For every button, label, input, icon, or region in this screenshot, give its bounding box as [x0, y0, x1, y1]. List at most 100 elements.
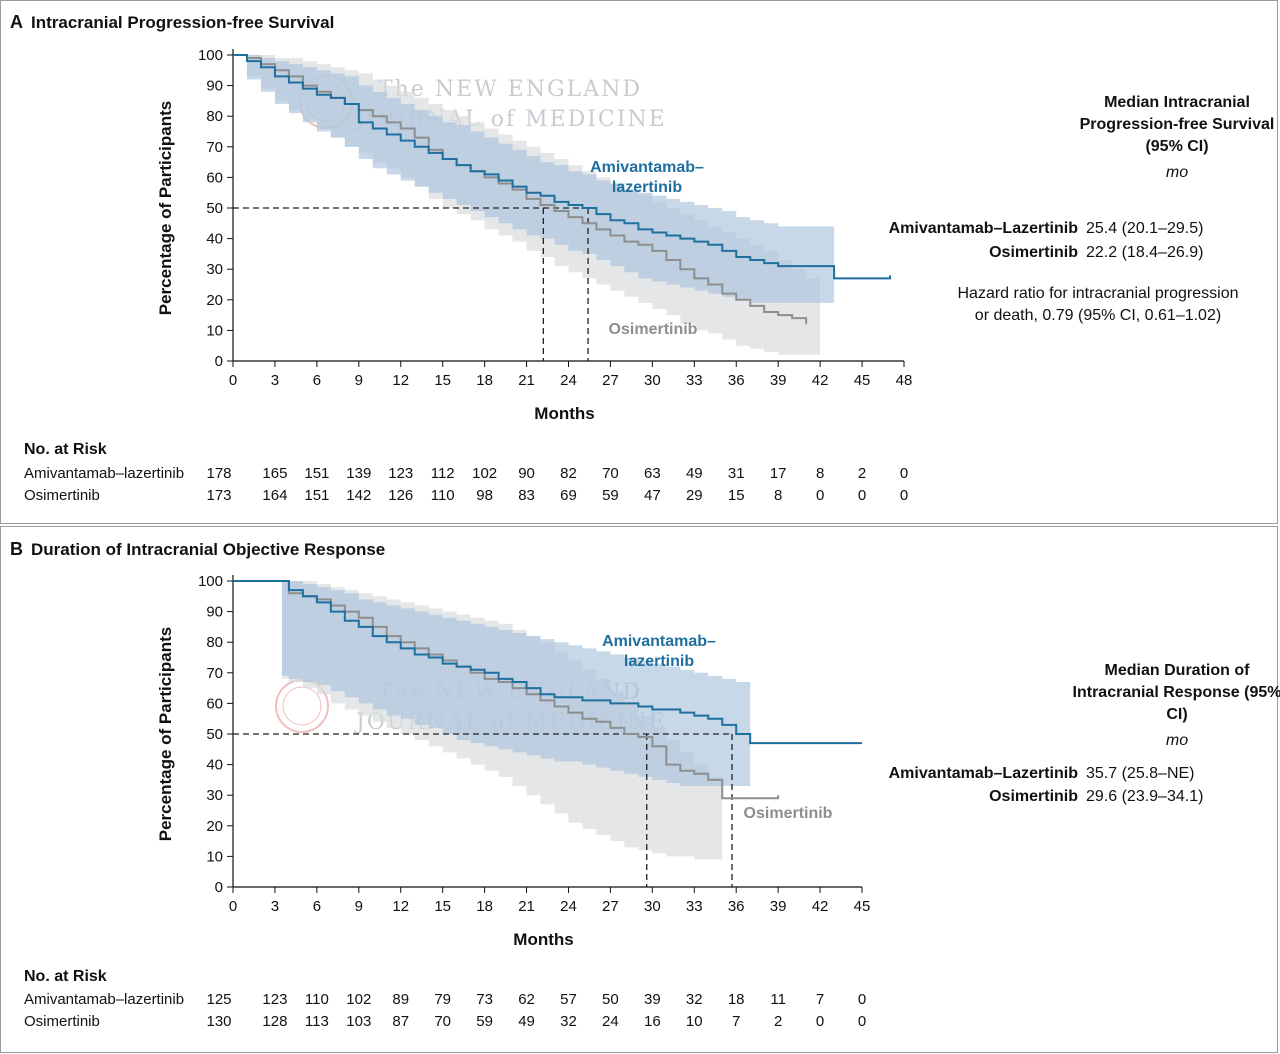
y-tick-label: 40 — [206, 757, 223, 774]
risk-cell: 2 — [857, 465, 867, 482]
y-tick-label: 80 — [206, 634, 223, 651]
panel-a-legend: Median Intracranial Progression-free Sur… — [1062, 92, 1280, 184]
median-name: Amivantamab–Lazertinib — [888, 220, 1078, 237]
y-tick-label: 100 — [198, 573, 223, 590]
x-tick-label: 42 — [812, 898, 829, 915]
y-tick-label: 80 — [206, 108, 223, 125]
risk-cell: 139 — [346, 465, 372, 482]
y-tick-label: 50 — [206, 200, 223, 217]
panel-a-risk-title: No. at Risk — [24, 441, 107, 458]
x-tick-label: 27 — [602, 372, 619, 389]
y-tick-label: 30 — [206, 787, 223, 804]
panel-a-frame — [0, 0, 1278, 524]
panel-b-title-text: Duration of Intracranial Objective Respo… — [31, 540, 386, 559]
risk-cell: 8 — [815, 465, 825, 482]
risk-cell: 29 — [685, 487, 703, 504]
risk-cell: 70 — [602, 465, 619, 482]
y-axis-label: Percentage of Participants — [156, 627, 175, 841]
risk-cell: 59 — [602, 487, 619, 504]
panel-a-median-ami: Amivantamab–Lazertinib 25.4 (20.1–29.5) — [862, 220, 1204, 238]
risk-cell: 126 — [388, 487, 414, 504]
y-tick-label: 10 — [206, 322, 223, 339]
risk-cell: 142 — [346, 487, 372, 504]
y-tick-label: 50 — [206, 726, 223, 743]
panel-b-risk-title: No. at Risk — [24, 968, 107, 985]
y-tick-label: 20 — [206, 292, 223, 309]
watermark-seal-inner-icon — [282, 686, 322, 726]
x-tick-label: 24 — [560, 898, 577, 915]
x-tick-label: 6 — [313, 372, 321, 389]
amivantamab-line — [233, 54, 892, 280]
risk-cell: 24 — [602, 1013, 619, 1030]
risk-cell: 50 — [602, 991, 619, 1008]
risk-cell: 2 — [773, 1013, 783, 1030]
x-tick-label: 27 — [602, 898, 619, 915]
x-tick-label: 15 — [434, 898, 451, 915]
y-tick-label: 60 — [206, 695, 223, 712]
median-value: 25.4 (20.1–29.5) — [1086, 220, 1204, 237]
x-tick-label: 30 — [644, 898, 661, 915]
risk-row-name: Osimertinib — [24, 487, 100, 504]
amivantamab-series-label: Amivantamab– — [590, 159, 704, 176]
risk-cell: 173 — [206, 487, 232, 504]
hazard-line-1: Hazard ratio for intracranial progressio… — [957, 285, 1239, 302]
risk-cell: 83 — [518, 487, 535, 504]
risk-cell: 123 — [262, 991, 288, 1008]
panel-b-legend: Median Duration of Intracranial Response… — [1062, 660, 1280, 752]
x-axis-label: Months — [513, 930, 573, 949]
risk-cell: 123 — [388, 465, 414, 482]
median-name: Amivantamab–Lazertinib — [888, 765, 1078, 782]
risk-cell: 39 — [643, 991, 661, 1008]
risk-row-name: Amivantamab–lazertinib — [24, 465, 185, 482]
risk-cell: 32 — [560, 1013, 577, 1030]
x-tick-label: 24 — [560, 372, 577, 389]
x-axis-label: Months — [534, 404, 594, 423]
risk-cell: 63 — [644, 465, 661, 482]
osimertinib-line — [233, 580, 780, 800]
risk-cell: 125 — [206, 991, 232, 1008]
y-tick-label: 0 — [215, 353, 223, 370]
risk-cell: 98 — [476, 487, 493, 504]
risk-cell: 32 — [685, 991, 703, 1008]
x-tick-label: 33 — [686, 372, 703, 389]
x-tick-label: 3 — [271, 898, 279, 915]
median-name: Osimertinib — [989, 788, 1078, 805]
panel-a-letter: A — [10, 12, 23, 32]
risk-cell: 18 — [727, 991, 745, 1008]
hazard-line-2: or death, 0.79 (95% CI, 0.61–1.02) — [974, 307, 1222, 324]
y-tick-label: 90 — [206, 78, 223, 95]
x-tick-label: 42 — [812, 372, 829, 389]
x-tick-label: 9 — [355, 372, 363, 389]
risk-cell: 7 — [815, 991, 825, 1008]
risk-cell: 7 — [732, 1013, 741, 1030]
median-value: 35.7 (25.8–NE) — [1086, 765, 1195, 782]
x-tick-label: 18 — [476, 372, 493, 389]
panel-b-frame — [0, 526, 1278, 1053]
risk-cell: 16 — [643, 1013, 661, 1030]
risk-cell: 10 — [685, 1013, 703, 1030]
x-tick-label: 21 — [518, 372, 535, 389]
panel-a-side-heading: Median Intracranial Progression-free Sur… — [1079, 94, 1275, 155]
risk-cell: 151 — [304, 465, 330, 482]
amivantamab-line — [233, 580, 862, 745]
risk-cell: 110 — [304, 991, 329, 1008]
risk-cell: 15 — [727, 487, 745, 504]
risk-cell: 90 — [518, 465, 535, 482]
risk-cell: 70 — [434, 1013, 451, 1030]
y-tick-label: 10 — [206, 848, 223, 865]
risk-row-name: Osimertinib — [24, 1013, 100, 1030]
panel-b-title: B Duration of Intracranial Objective Resp… — [10, 539, 385, 560]
risk-cell: 110 — [430, 487, 455, 504]
risk-cell: 89 — [392, 991, 410, 1008]
panel-b-side-heading: Median Duration of Intracranial Response… — [1072, 662, 1280, 723]
y-tick-label: 70 — [206, 139, 223, 156]
panel-b-side-unit: mo — [1165, 732, 1189, 749]
x-tick-label: 0 — [229, 372, 237, 389]
risk-cell: 31 — [727, 465, 745, 482]
risk-cell: 11 — [770, 991, 786, 1008]
x-tick-label: 48 — [896, 372, 913, 389]
x-tick-label: 33 — [686, 898, 703, 915]
risk-cell: 59 — [476, 1013, 493, 1030]
